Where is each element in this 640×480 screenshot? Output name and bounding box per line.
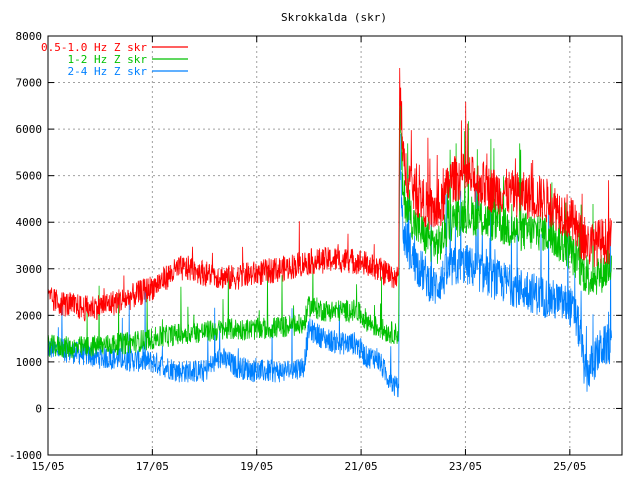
series-line-2 <box>47 133 612 398</box>
y-tick-label: 3000 <box>16 263 43 276</box>
series-line-1 <box>47 102 612 359</box>
series-layer <box>47 67 612 398</box>
y-tick-label: 7000 <box>16 77 43 90</box>
x-tick-label: 19/05 <box>240 460 273 473</box>
chart-title: Skrokkalda (skr) <box>281 11 387 24</box>
legend: 0.5-1.0 Hz Z skr 1-2 Hz Z skr 2-4 Hz Z s… <box>41 41 188 78</box>
x-tick-label: 23/05 <box>449 460 482 473</box>
y-tick-label: 5000 <box>16 170 43 183</box>
plot-frame <box>47 35 623 456</box>
legend-label-0: 0.5-1.0 Hz Z skr <box>41 41 147 54</box>
legend-label-2: 2-4 Hz Z skr <box>68 65 148 78</box>
grid <box>48 36 622 455</box>
y-tick-label: 8000 <box>16 30 43 43</box>
x-tick-label: 17/05 <box>136 460 169 473</box>
x-tick-label: 21/05 <box>345 460 378 473</box>
y-tick-label: 1000 <box>16 356 43 369</box>
legend-label-1: 1-2 Hz Z skr <box>68 53 148 66</box>
x-tick-label: 25/05 <box>553 460 586 473</box>
y-tick-label: 2000 <box>16 309 43 322</box>
y-tick-label: 6000 <box>16 123 43 136</box>
y-axis: -1000 0 1000 2000 3000 4000 5000 6000 7000 8000 <box>9 30 622 462</box>
y-tick-label: 0 <box>35 402 42 415</box>
x-tick-label: 15/05 <box>31 460 64 473</box>
series-line-0 <box>47 67 612 322</box>
y-tick-label: -1000 <box>9 449 42 462</box>
y-tick-label: 4000 <box>16 216 43 229</box>
x-axis: 15/05 17/05 19/05 21/05 23/05 25/05 <box>31 36 586 473</box>
